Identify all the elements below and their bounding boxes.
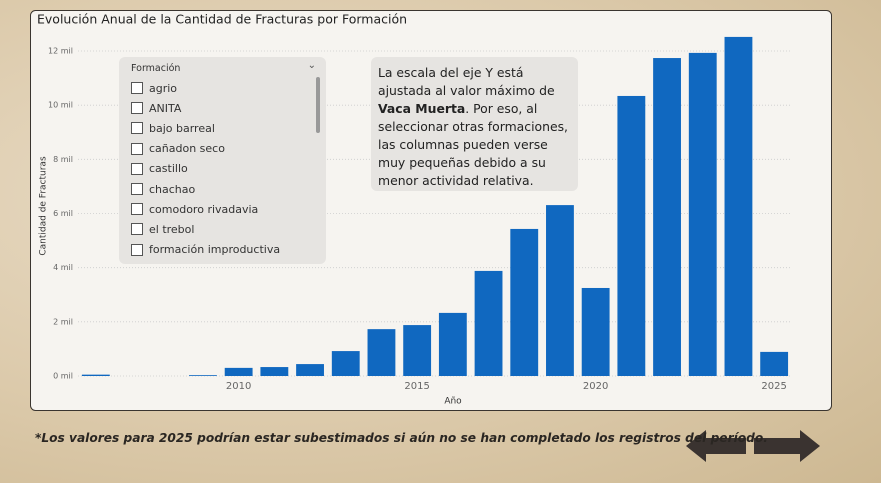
checkbox[interactable] [131,243,143,256]
chart-title: Evolución Anual de la Cantidad de Fractu… [37,12,407,27]
checkbox[interactable] [131,183,143,196]
y-tick-label: 10 mil [48,101,73,110]
checkbox[interactable] [131,162,143,175]
x-tick-label: 2010 [226,381,251,392]
bar [331,351,360,376]
slicer-item[interactable]: comodoro rivadavia [131,199,314,219]
note: La escala del eje Y está ajustada al val… [371,57,578,191]
x-tick-label: 2025 [761,381,786,392]
slicer-item-label: formación improductiva [149,243,281,257]
y-tick-label: 0 mil [53,372,73,381]
bar [224,367,253,376]
slicer-item[interactable]: formación improductiva [131,240,314,260]
bar [296,364,324,376]
slicer-item-label: chachao [149,182,196,196]
bar [724,36,753,377]
note-bold: Vaca Muerta [378,101,466,116]
bar [474,270,503,376]
bar [510,228,539,376]
slicer-item-label: bajo barreal [149,121,215,135]
x-axis-label: Año [444,397,462,407]
checkbox[interactable] [131,142,143,155]
bar [546,205,574,376]
checkbox[interactable] [131,102,143,115]
slicer-item-label: castillo [149,162,188,176]
slicer-item-label: el trebol [149,222,195,236]
bar [367,329,396,376]
slicer-item-label: cañadon seco [149,142,225,156]
slicer-items: agrio ANITA bajo barreal cañadon seco castil… [131,78,314,260]
checkbox[interactable] [131,122,143,135]
bar [760,351,789,376]
slicer-item[interactable]: ANITA [131,98,314,118]
slicer-item-label: agrio [149,81,178,95]
back-arrow[interactable] [686,430,746,462]
bar [617,95,646,376]
bar [581,287,610,376]
checkbox[interactable] [131,82,143,95]
y-tick-label: 2 mil [53,317,73,326]
slicer-item[interactable]: el trebol [131,219,314,239]
y-tick-label: 12 mil [48,47,73,56]
y-axis-label: Cantidad de Fracturas [39,156,49,256]
slicer-item[interactable]: agrio [131,78,314,98]
note-text: . Por eso, al seleccionar otras formacio… [378,101,568,188]
y-tick-label: 6 mil [53,209,73,218]
slicer-item-label: ANITA [149,101,182,115]
x-tick-label: 2020 [583,381,608,392]
slicer-item[interactable]: chachao [131,179,314,199]
bar [653,58,681,377]
bar [260,367,289,376]
slicer-item-label: comodoro rivadavia [149,202,259,216]
slicer-item[interactable]: bajo barreal [131,118,314,138]
x-tick-label: 2015 [404,381,429,392]
bar [81,374,110,376]
slicer[interactable]: Formación ⌄ agrio ANITA bajo barreal cañado… [119,57,326,264]
y-tick-label: 8 mil [53,155,73,164]
footnote: *Los valores para 2025 podrían estar sub… [35,431,768,445]
slicer-item[interactable]: castillo [131,159,314,179]
slicer-item[interactable]: cañadon seco [131,139,314,159]
checkbox[interactable] [131,203,143,216]
bar [438,312,467,376]
checkbox[interactable] [131,223,143,236]
y-tick-label: 4 mil [53,263,73,272]
forward-arrow[interactable] [754,430,820,462]
scrollbar[interactable] [316,77,320,133]
chevron[interactable]: ⌄ [307,60,316,71]
bar [403,325,432,376]
bar [688,52,717,376]
note-text: La escala del eje Y está ajustada al val… [378,65,555,98]
bar [189,375,217,376]
slicer-title: Formación [131,63,181,74]
